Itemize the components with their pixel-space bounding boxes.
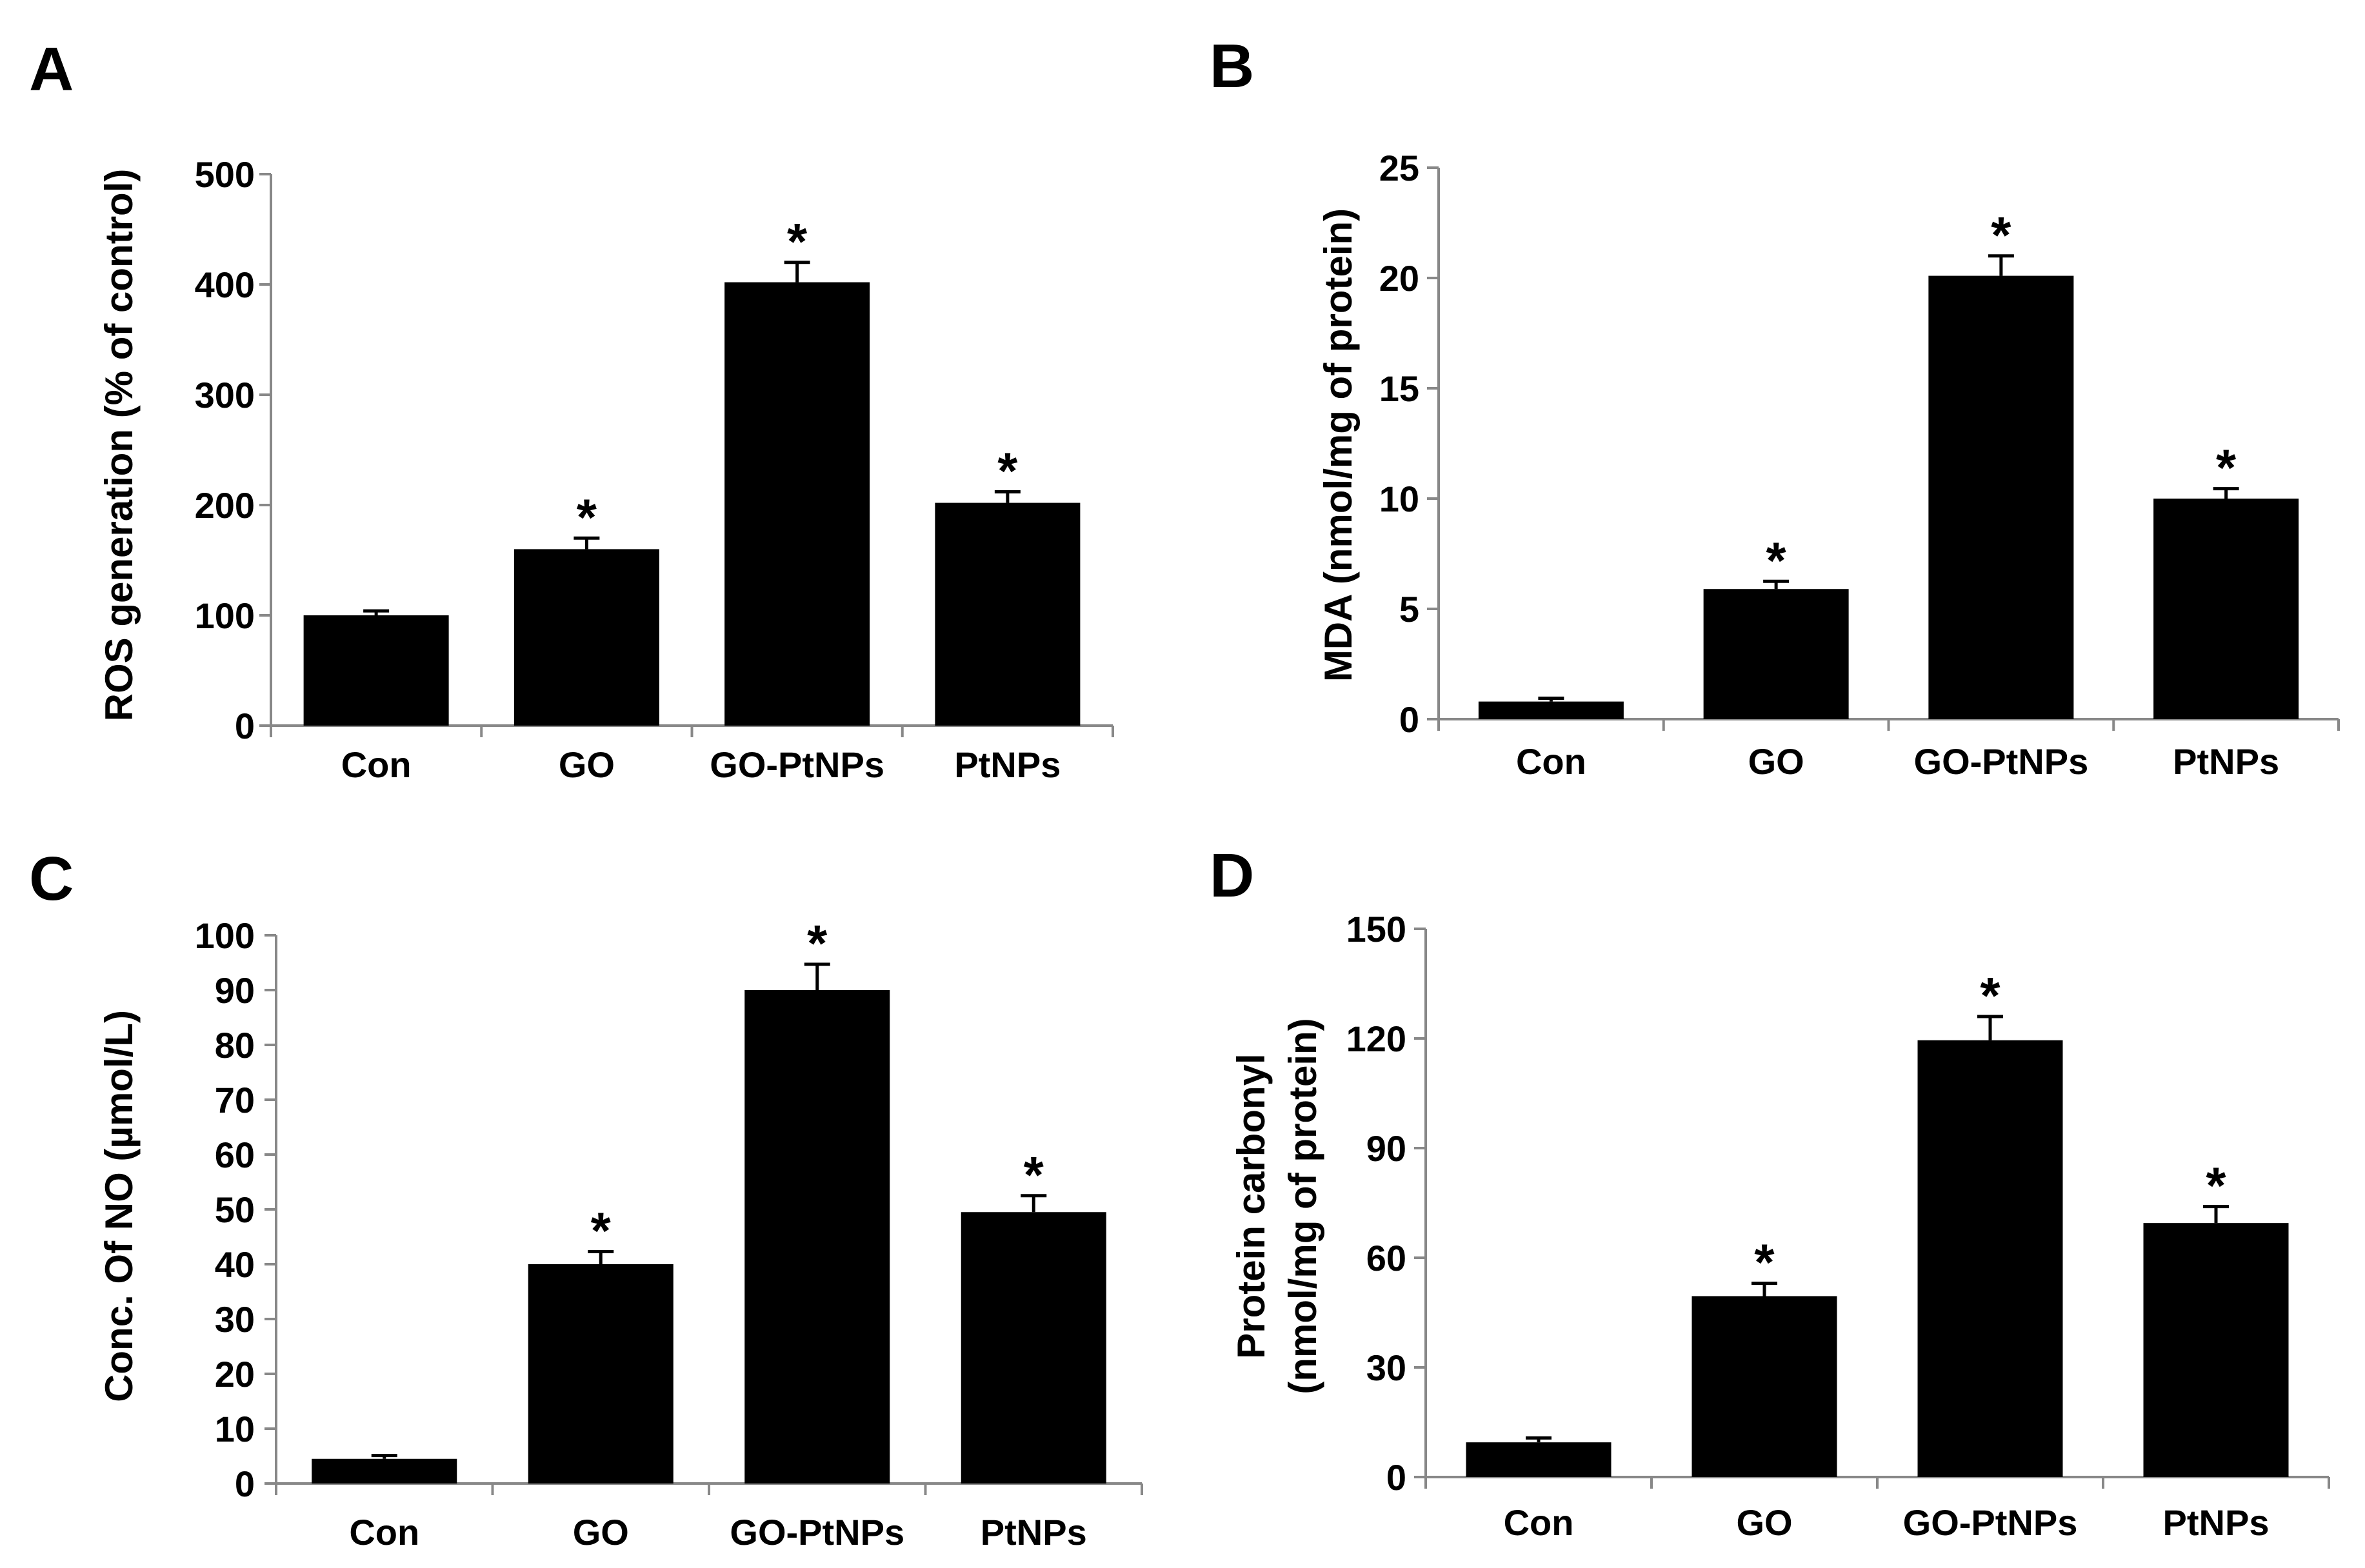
y-tick-label: 30: [1366, 1347, 1406, 1388]
panel-letter-c: C: [29, 844, 74, 913]
significance-star: *: [591, 1202, 612, 1259]
y-axis-label: (nmol/mg of protein): [1281, 1018, 1324, 1394]
y-tick-label: 120: [1346, 1018, 1406, 1059]
y-tick-label: 80: [215, 1025, 255, 1066]
y-axis-label: Conc. Of NO (µmol/L): [97, 1010, 141, 1402]
y-tick-label: 20: [215, 1354, 255, 1394]
significance-star: *: [807, 915, 828, 972]
bar-ptnps: [2153, 499, 2299, 719]
bar-go: [514, 549, 659, 726]
bar-go-ptnps: [724, 282, 870, 726]
x-tick-label: Con: [341, 744, 412, 785]
significance-star: *: [1991, 206, 2011, 264]
bar-ptnps: [935, 502, 1081, 726]
x-tick-label: PtNPs: [954, 744, 1061, 785]
y-tick-label: 30: [215, 1299, 255, 1340]
x-tick-label: Con: [1516, 741, 1586, 782]
bar-go: [1691, 1296, 1837, 1477]
significance-star: *: [997, 442, 1018, 499]
x-tick-label: PtNPs: [2163, 1502, 2270, 1543]
significance-star: *: [2216, 439, 2237, 497]
panel-letter-a: A: [29, 35, 74, 104]
bar-con: [312, 1458, 457, 1484]
bar-go-ptnps: [1928, 275, 2074, 720]
bar-go: [528, 1264, 674, 1484]
x-tick-label: PtNPs: [981, 1512, 1087, 1553]
y-tick-label: 0: [235, 1464, 255, 1504]
x-tick-label: GO-PtNPs: [1903, 1502, 2078, 1543]
y-tick-label: 100: [195, 915, 255, 956]
significance-star: *: [787, 213, 808, 270]
y-tick-label: 60: [215, 1135, 255, 1175]
y-tick-label: 150: [1346, 909, 1406, 949]
x-tick-label: Con: [349, 1512, 419, 1553]
y-tick-label: 10: [1379, 479, 1419, 519]
bar-go: [1703, 589, 1849, 719]
bar-con: [1478, 701, 1624, 719]
y-tick-label: 90: [215, 970, 255, 1011]
panel-a: A 0 100 200 300 400 500 Con * GO * GO-PtNPs * PtNPs RO…: [29, 35, 1114, 785]
x-tick-label: PtNPs: [2173, 741, 2279, 782]
x-tick-label: GO: [1736, 1502, 1792, 1543]
y-tick-label: 25: [1379, 148, 1419, 188]
significance-star: *: [1754, 1234, 1775, 1291]
y-tick-label: 50: [215, 1189, 255, 1230]
y-axis-label: Protein carbonyl: [1230, 1053, 1273, 1358]
bar-go-ptnps: [744, 990, 890, 1484]
panel-c: C 0 10 20 30 40 50 60 70 80 90 100 Con * GO * GO-PtNPs * P…: [29, 844, 1143, 1553]
y-tick-label: 200: [195, 485, 255, 526]
significance-star: *: [2206, 1157, 2226, 1215]
y-axis-label: MDA (nmol/mg of protein): [1317, 208, 1360, 682]
x-tick-label: GO: [1748, 741, 1804, 782]
y-tick-label: 10: [215, 1409, 255, 1449]
significance-star: *: [577, 488, 597, 546]
y-tick-label: 90: [1366, 1128, 1406, 1169]
x-tick-label: GO-PtNPs: [710, 744, 884, 785]
y-tick-label: 0: [1399, 699, 1419, 740]
significance-star: *: [1766, 531, 1787, 589]
x-tick-label: GO: [559, 744, 615, 785]
y-tick-label: 500: [195, 154, 255, 195]
x-tick-label: GO-PtNPs: [730, 1512, 904, 1553]
significance-star: *: [1980, 967, 2001, 1024]
y-tick-label: 40: [215, 1244, 255, 1285]
significance-star: *: [1024, 1146, 1044, 1204]
panel-d: D 0 30 60 90 120 150 Con * GO * GO-PtNPs * PtNPs Prote…: [1210, 841, 2330, 1543]
panel-b: B 0 5 10 15 20 25 Con * GO * GO-PtNPs * PtNPs MDA (nmo…: [1210, 32, 2340, 782]
panel-letter-d: D: [1210, 841, 1254, 910]
y-tick-label: 15: [1379, 368, 1419, 409]
bar-con: [1466, 1442, 1612, 1477]
y-tick-label: 0: [235, 706, 255, 746]
bar-ptnps: [2143, 1223, 2289, 1477]
y-tick-label: 60: [1366, 1238, 1406, 1278]
y-tick-label: 70: [215, 1080, 255, 1120]
bar-ptnps: [961, 1212, 1106, 1484]
x-tick-label: Con: [1504, 1502, 1574, 1543]
y-axis-label: ROS generation (% of control): [97, 169, 141, 722]
y-tick-label: 0: [1386, 1457, 1406, 1498]
y-tick-label: 400: [195, 264, 255, 305]
bar-con: [303, 615, 449, 726]
x-tick-label: GO: [573, 1512, 629, 1553]
y-tick-label: 300: [195, 375, 255, 415]
y-tick-label: 100: [195, 595, 255, 636]
y-tick-label: 5: [1399, 589, 1419, 630]
x-tick-label: GO-PtNPs: [1914, 741, 2089, 782]
bar-go-ptnps: [1917, 1040, 2063, 1477]
panel-letter-b: B: [1210, 32, 1254, 101]
y-tick-label: 20: [1379, 258, 1419, 299]
